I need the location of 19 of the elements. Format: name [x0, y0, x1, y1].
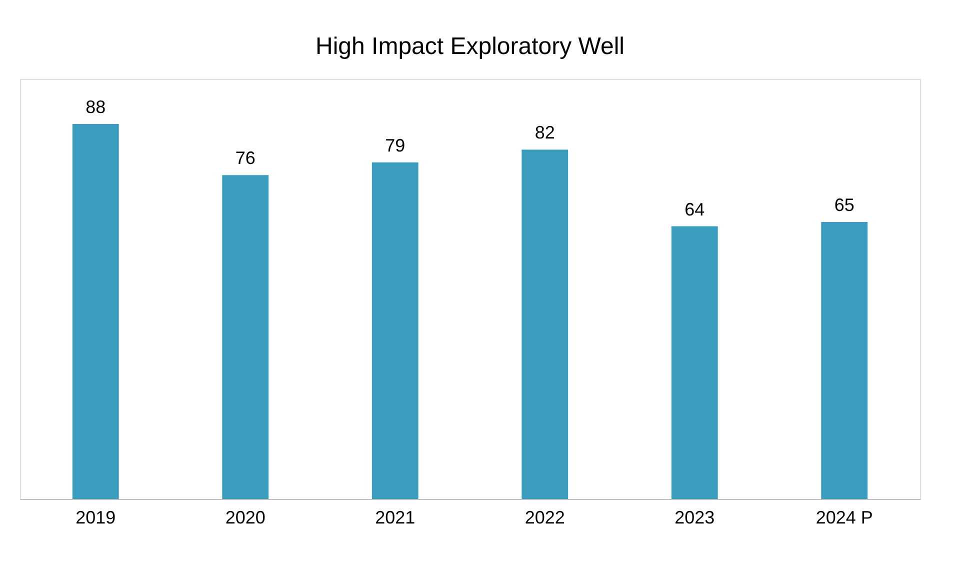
bar [72, 124, 119, 499]
x-tick-label: 2021 [375, 508, 416, 528]
bar [821, 222, 868, 499]
bar [222, 175, 269, 499]
bar [671, 226, 718, 499]
data-label: 76 [235, 148, 256, 168]
data-label: 64 [684, 199, 705, 220]
x-tick-label: 2019 [76, 508, 116, 528]
data-label: 79 [385, 135, 406, 156]
bar [522, 150, 568, 499]
data-label: 88 [86, 97, 106, 117]
chart-title: High Impact Exploratory Well [316, 33, 624, 60]
x-tick-label: 2022 [524, 508, 565, 528]
data-label: 82 [534, 122, 555, 143]
x-tick-label: 2023 [674, 508, 715, 528]
bar [372, 162, 418, 499]
x-tick-label: 2020 [225, 508, 266, 528]
data-label: 65 [834, 195, 854, 216]
x-tick-label: 2024 P [816, 508, 873, 528]
